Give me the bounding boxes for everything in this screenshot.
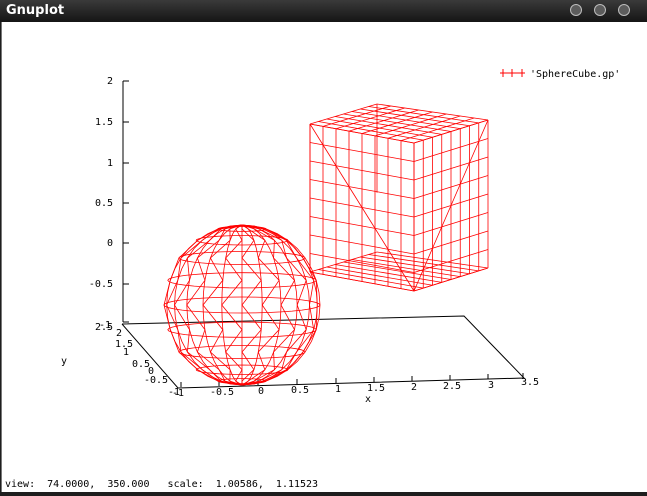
sphere-edge <box>241 224 263 386</box>
cube-edge <box>361 111 433 134</box>
sphere-edge <box>241 225 262 385</box>
cube-edge <box>432 226 443 249</box>
cube-edge <box>360 108 470 127</box>
z-tick-label: -0.5 <box>89 279 113 290</box>
sphere-edge <box>167 272 317 289</box>
y-tick-label: -0.5 <box>144 375 168 386</box>
sphere-edge <box>241 224 321 386</box>
sphere-edge <box>166 224 243 386</box>
x-tick-label: 0 <box>258 386 264 397</box>
cube-edge <box>335 264 442 283</box>
cube-edge <box>387 115 461 139</box>
y-tick-label: -1 <box>168 387 180 398</box>
x-tick-label: 2 <box>411 382 417 393</box>
sphere-wireframe <box>163 224 321 386</box>
legend-label: 'SphereCube.gp' <box>530 69 620 80</box>
sphere-edge <box>163 224 243 386</box>
sphere-edge <box>174 224 243 386</box>
cube-edge <box>309 123 324 146</box>
legend: 'SphereCube.gp' <box>500 69 620 80</box>
cube-edge <box>376 251 489 269</box>
sphere-edge <box>241 224 280 386</box>
cube-edge <box>376 103 489 121</box>
cube-edge <box>413 249 489 273</box>
x-tick-label: -1 <box>172 388 184 399</box>
x-tick-label: 3 <box>488 380 494 391</box>
cube-edge <box>413 212 489 236</box>
cube-edge <box>309 234 415 255</box>
z-tick-label: -1 <box>99 320 111 331</box>
cube-wireframe <box>309 103 489 292</box>
sphere-edge <box>241 224 310 386</box>
cube-edge <box>335 165 350 187</box>
cube-edge <box>413 230 489 255</box>
cube-edge <box>360 256 470 275</box>
cube-edge <box>413 269 424 292</box>
x-tick-label: 1.5 <box>367 383 385 394</box>
close-icon[interactable] <box>618 4 630 16</box>
cube-edge <box>400 117 475 142</box>
y-tick-label: 0 <box>148 366 154 377</box>
x-tick-label: 2.5 <box>443 381 461 392</box>
cube-edge <box>469 141 480 163</box>
base-plane <box>121 315 526 389</box>
cube-edge <box>374 228 389 250</box>
sphere-edge <box>241 224 318 386</box>
y-tick-label: 1.5 <box>115 339 133 350</box>
cube-edge <box>309 271 415 292</box>
title-bar[interactable]: Gnuplot <box>0 0 647 22</box>
x-tick-label: 1 <box>335 384 341 395</box>
sphere-edge <box>241 224 318 386</box>
x-tick-label: 0.5 <box>291 385 309 396</box>
y-tick-label: 2 <box>116 328 122 339</box>
sphere-edge <box>241 224 295 386</box>
sphere-edge <box>221 224 243 386</box>
cube-edge <box>309 216 415 236</box>
sphere-edge <box>167 321 317 338</box>
sphere-edge <box>202 224 243 386</box>
cube-edge <box>374 113 447 137</box>
cube-edge <box>441 205 452 228</box>
window-title: Gnuplot <box>6 3 65 18</box>
sphere-edge <box>195 235 289 246</box>
y-tick-label: 1 <box>123 347 129 358</box>
status-bar: view: 74.0000, 350.000 scale: 1.00586, 1… <box>5 479 319 490</box>
y-tick-label: 2.5 <box>95 322 113 333</box>
z-tick-label: 0 <box>107 238 113 249</box>
cube-edge <box>326 266 433 286</box>
sphere-edge <box>241 224 307 386</box>
y-axis-label: y <box>61 356 67 367</box>
plot-canvas[interactable]: 2 1.5 1 0.5 0 -0.5 -1 -1 -0.5 0 0.5 1 1.… <box>1 22 647 492</box>
cube-edge <box>368 106 479 124</box>
cube-edge <box>361 207 376 229</box>
sphere-edge <box>186 224 243 386</box>
plot-svg: 2 1.5 1 0.5 0 -0.5 -1 -1 -0.5 0 0.5 1 1.… <box>61 69 620 405</box>
x-tick-label: -0.5 <box>210 387 234 398</box>
z-tick-label: 1 <box>107 158 113 169</box>
cube-edge <box>478 119 489 142</box>
cube-edge <box>351 259 461 278</box>
z-tick-label: 0.5 <box>95 198 113 209</box>
cube-edge <box>318 269 424 289</box>
y-tick-label: 0.5 <box>132 359 150 370</box>
z-tick-label: 1.5 <box>95 117 113 128</box>
cube-edge <box>322 144 337 166</box>
minimize-icon[interactable] <box>570 4 582 16</box>
z-tick-label: 2 <box>107 76 113 87</box>
cube-edge <box>348 186 363 208</box>
cube-edge <box>343 261 452 280</box>
sphere-edge <box>241 224 315 386</box>
cube-edge <box>459 162 470 185</box>
sphere-edge <box>195 364 289 375</box>
maximize-icon[interactable] <box>594 4 606 16</box>
sphere-edge <box>221 224 243 386</box>
cube-edge <box>368 254 479 272</box>
cube-edge <box>309 253 415 273</box>
x-axis-label: x <box>365 394 371 405</box>
x-tick-label: 3.5 <box>521 377 539 388</box>
cube-edge <box>351 111 461 130</box>
cube-edge <box>450 183 461 206</box>
sphere-edge <box>166 224 243 386</box>
